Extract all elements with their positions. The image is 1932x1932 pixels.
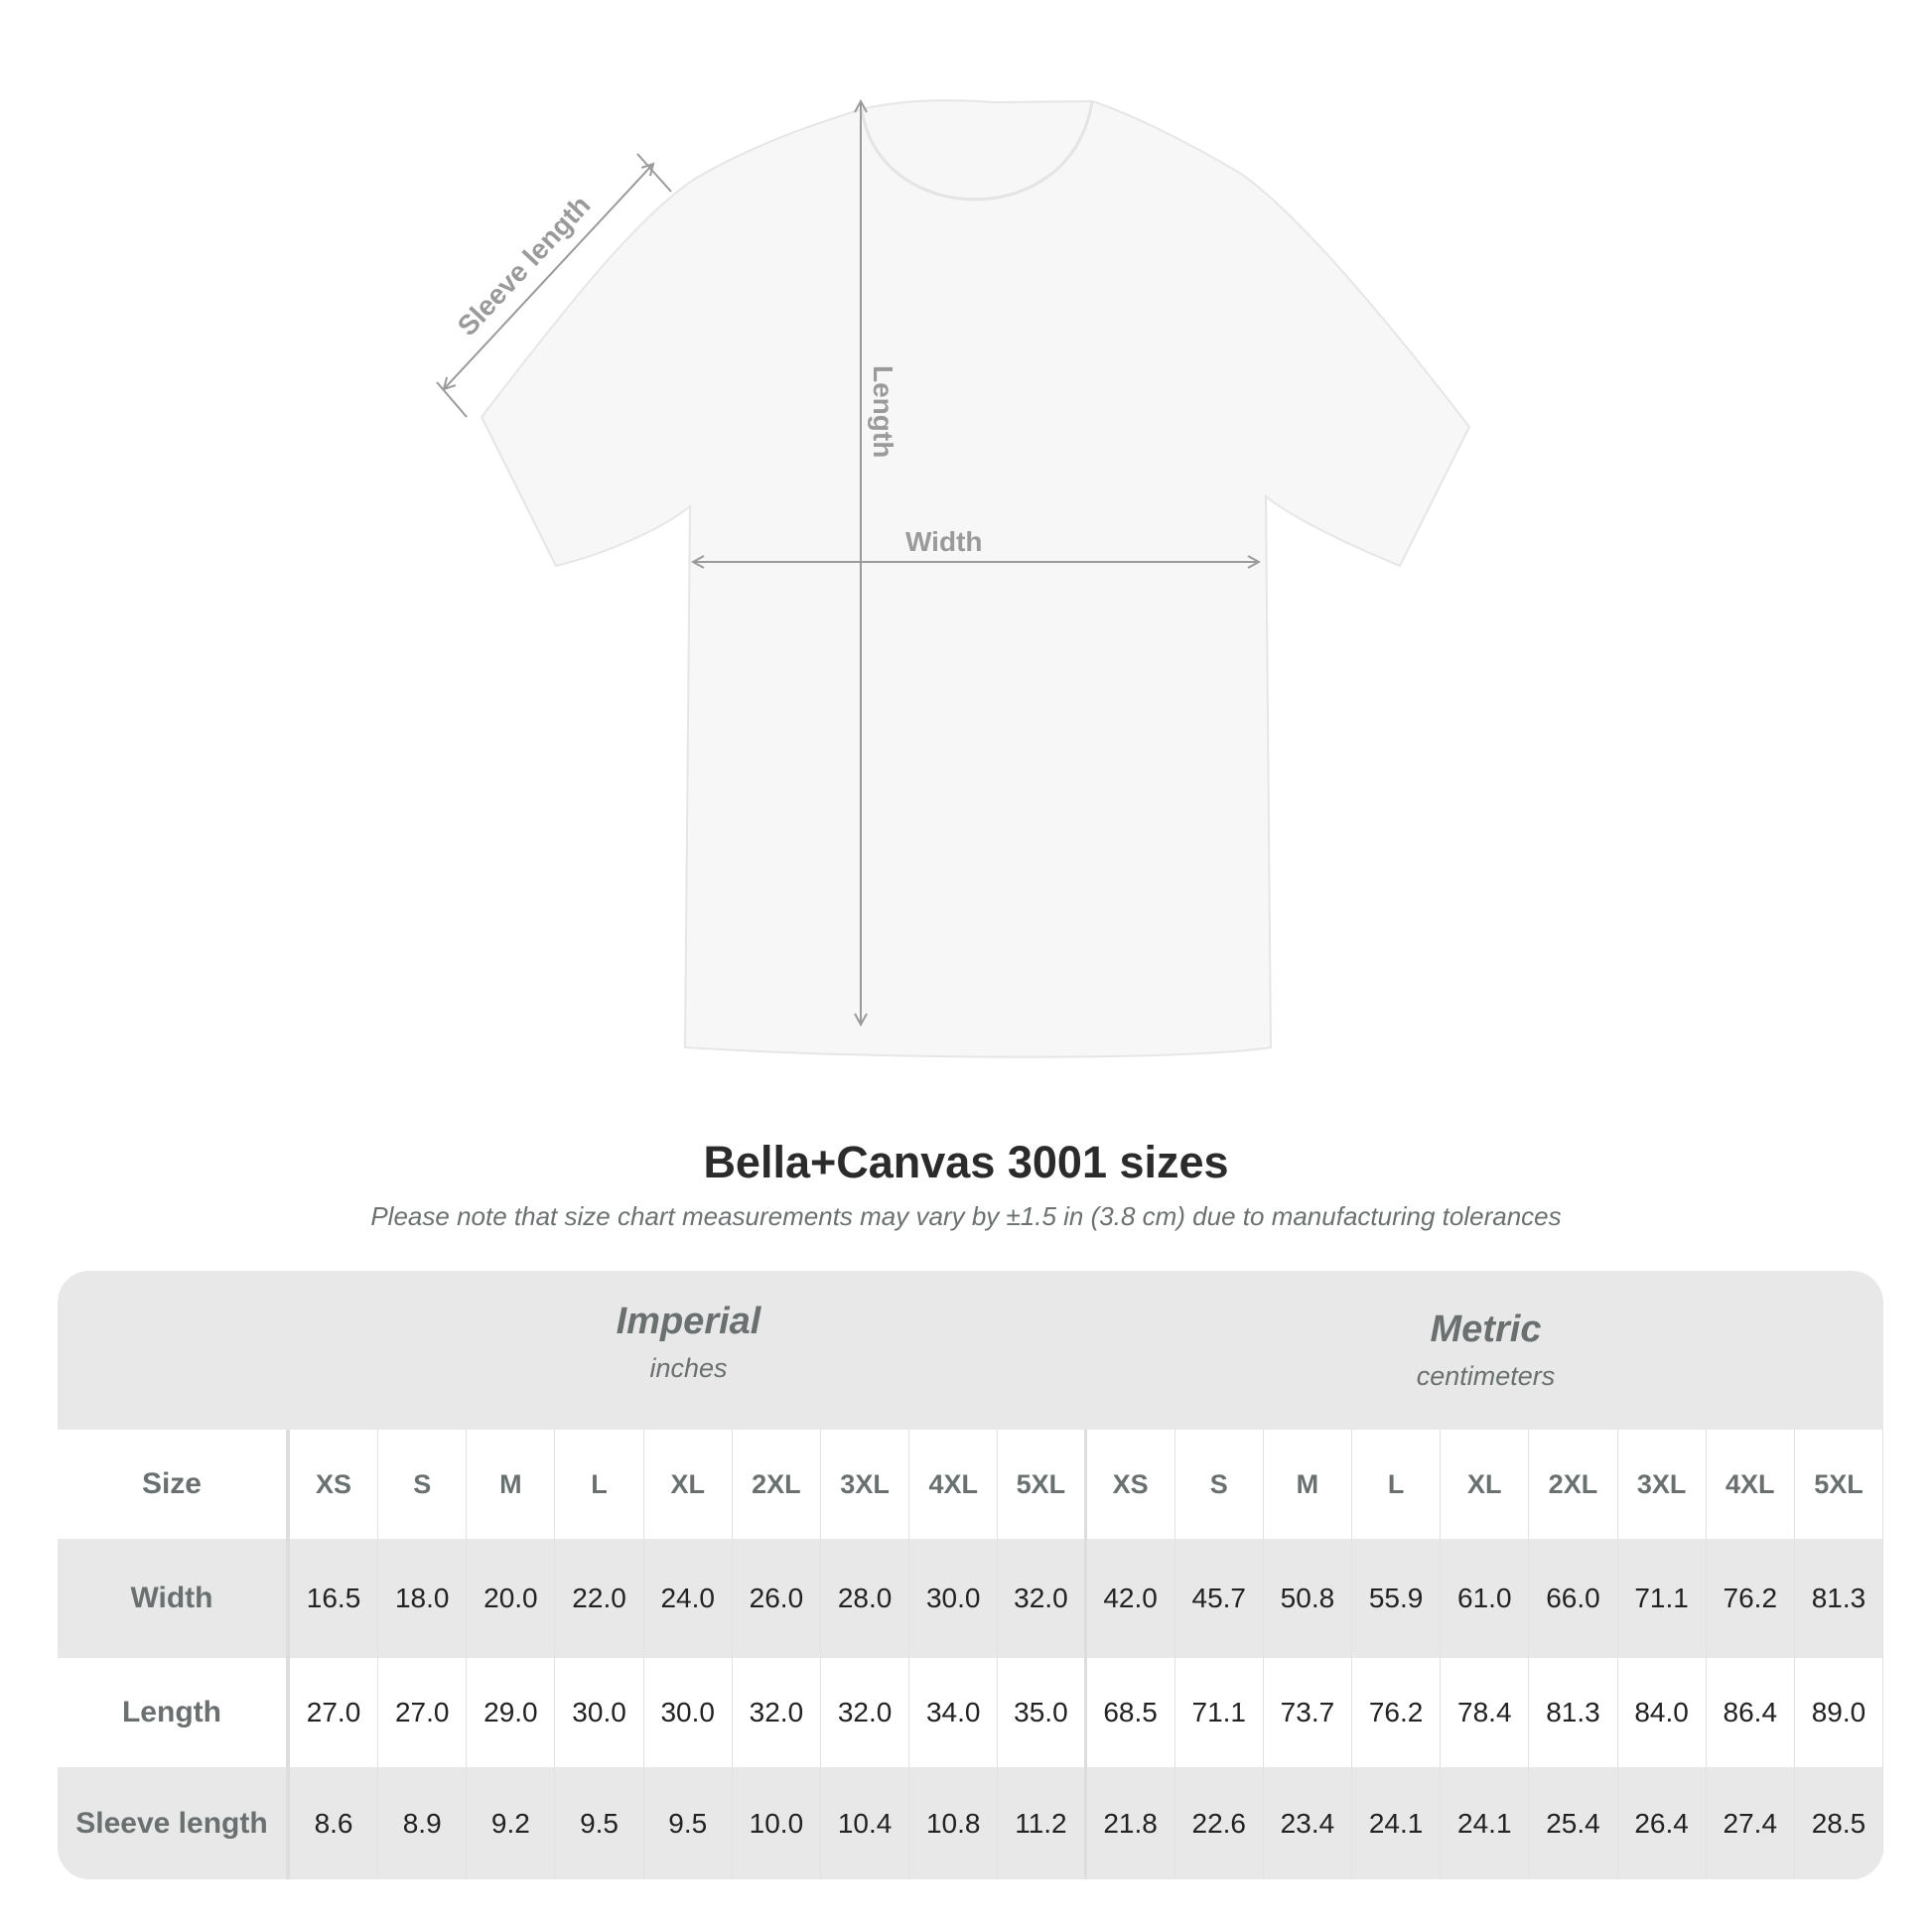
imperial-value-cell: 29.0 bbox=[467, 1658, 556, 1767]
imperial-value-cell: 24.0 bbox=[644, 1539, 733, 1658]
metric-value-cell: 68.5 bbox=[1087, 1658, 1175, 1767]
imperial-value-cell: 30.0 bbox=[555, 1658, 644, 1767]
imperial-value-cell: 9.2 bbox=[467, 1767, 556, 1879]
metric-size-header: M bbox=[1264, 1430, 1353, 1539]
metric-value-cell: 71.1 bbox=[1175, 1658, 1264, 1767]
row-label: Width bbox=[58, 1539, 290, 1658]
imperial-value-cell: 8.9 bbox=[378, 1767, 468, 1879]
imperial-group-header: Imperial inches bbox=[290, 1301, 1087, 1384]
imperial-value-cell: 9.5 bbox=[644, 1767, 733, 1879]
metric-value-cell: 42.0 bbox=[1087, 1539, 1175, 1658]
chart-subtitle: Please note that size chart measurements… bbox=[370, 1201, 1562, 1231]
metric-value-cell: 26.4 bbox=[1618, 1767, 1707, 1879]
imperial-size-header: XL bbox=[644, 1430, 733, 1539]
imperial-unit: inches bbox=[649, 1353, 728, 1383]
imperial-size-header: 2XL bbox=[733, 1430, 821, 1539]
imperial-value-cell: 11.2 bbox=[998, 1767, 1087, 1879]
metric-value-cell: 27.4 bbox=[1707, 1767, 1795, 1879]
metric-unit: centimeters bbox=[1416, 1361, 1556, 1391]
metric-value-cell: 81.3 bbox=[1529, 1658, 1618, 1767]
imperial-size-header: 3XL bbox=[821, 1430, 910, 1539]
table-row: Sleeve length 8.6 8.9 9.2 9.5 9.5 10.0 10.4 10.8… bbox=[58, 1767, 1883, 1879]
metric-value-cell: 71.1 bbox=[1618, 1539, 1707, 1658]
metric-value-cell: 28.5 bbox=[1795, 1767, 1883, 1879]
imperial-value-cell: 10.0 bbox=[733, 1767, 821, 1879]
metric-size-header: L bbox=[1352, 1430, 1442, 1539]
imperial-size-header: 4XL bbox=[909, 1430, 999, 1539]
imperial-value-cell: 10.8 bbox=[909, 1767, 999, 1879]
metric-value-cell: 78.4 bbox=[1441, 1658, 1530, 1767]
imperial-title: Imperial bbox=[616, 1301, 761, 1342]
table-row: Width 16.5 18.0 20.0 22.0 24.0 26.0 28.0 30.0 32.… bbox=[58, 1539, 1883, 1658]
metric-size-header: XL bbox=[1441, 1430, 1530, 1539]
metric-value-cell: 23.4 bbox=[1264, 1767, 1353, 1879]
imperial-value-cell: 20.0 bbox=[467, 1539, 556, 1658]
metric-value-cell: 76.2 bbox=[1707, 1539, 1795, 1658]
metric-size-header: 4XL bbox=[1707, 1430, 1795, 1539]
imperial-value-cell: 22.0 bbox=[555, 1539, 644, 1658]
tshirt-shape bbox=[480, 99, 1471, 1058]
imperial-value-cell: 26.0 bbox=[733, 1539, 821, 1658]
chart-title: Bella+Canvas 3001 sizes bbox=[703, 1137, 1229, 1187]
imperial-value-cell: 30.0 bbox=[909, 1539, 999, 1658]
metric-value-cell: 61.0 bbox=[1441, 1539, 1530, 1658]
unit-header-band bbox=[58, 1271, 1883, 1430]
metric-size-header: S bbox=[1175, 1430, 1264, 1539]
metric-value-cell: 50.8 bbox=[1264, 1539, 1353, 1658]
imperial-value-cell: 27.0 bbox=[290, 1658, 379, 1767]
row-label: Size bbox=[58, 1430, 290, 1539]
metric-value-cell: 24.1 bbox=[1352, 1767, 1442, 1879]
table-row: Length 27.0 27.0 29.0 30.0 30.0 32.0 32.0 34.0 35… bbox=[58, 1658, 1883, 1767]
imperial-value-cell: 9.5 bbox=[555, 1767, 644, 1879]
imperial-value-cell: 32.0 bbox=[733, 1658, 821, 1767]
metric-group-header: Metric centimeters bbox=[1087, 1309, 1883, 1392]
tshirt-collar bbox=[860, 100, 1094, 202]
metric-value-cell: 66.0 bbox=[1529, 1539, 1618, 1658]
metric-value-cell: 89.0 bbox=[1795, 1658, 1883, 1767]
metric-value-cell: 55.9 bbox=[1352, 1539, 1442, 1658]
metric-value-cell: 24.1 bbox=[1441, 1767, 1530, 1879]
header-row: Size XS S M L XL 2XL 3XL 4XL 5XL XS S M L XL 2XL 3XL 4XL 5… bbox=[58, 1430, 1883, 1539]
imperial-value-cell: 30.0 bbox=[644, 1658, 733, 1767]
imperial-size-header: 5XL bbox=[998, 1430, 1087, 1539]
imperial-value-cell: 8.6 bbox=[290, 1767, 379, 1879]
row-label: Sleeve length bbox=[58, 1767, 290, 1879]
length-label: Length bbox=[868, 365, 898, 458]
width-label: Width bbox=[905, 526, 983, 557]
imperial-size-header: S bbox=[378, 1430, 468, 1539]
imperial-value-cell: 16.5 bbox=[290, 1539, 379, 1658]
imperial-value-cell: 35.0 bbox=[998, 1658, 1087, 1767]
imperial-value-cell: 18.0 bbox=[378, 1539, 468, 1658]
imperial-size-header: L bbox=[555, 1430, 644, 1539]
imperial-value-cell: 32.0 bbox=[998, 1539, 1087, 1658]
metric-size-header: 2XL bbox=[1529, 1430, 1618, 1539]
metric-value-cell: 73.7 bbox=[1264, 1658, 1353, 1767]
imperial-size-header: XS bbox=[290, 1430, 379, 1539]
metric-size-header: 3XL bbox=[1618, 1430, 1707, 1539]
metric-value-cell: 25.4 bbox=[1529, 1767, 1618, 1879]
metric-title: Metric bbox=[1430, 1309, 1542, 1350]
imperial-value-cell: 34.0 bbox=[909, 1658, 999, 1767]
imperial-value-cell: 10.4 bbox=[821, 1767, 910, 1879]
metric-value-cell: 84.0 bbox=[1618, 1658, 1707, 1767]
sleeve-length-arrow bbox=[444, 164, 653, 389]
metric-value-cell: 76.2 bbox=[1352, 1658, 1442, 1767]
row-label: Length bbox=[58, 1658, 290, 1767]
metric-value-cell: 45.7 bbox=[1175, 1539, 1264, 1658]
imperial-size-header: M bbox=[467, 1430, 556, 1539]
metric-value-cell: 86.4 bbox=[1707, 1658, 1795, 1767]
size-table: Imperial inches Metric centimeters Size X… bbox=[58, 1271, 1883, 1879]
metric-value-cell: 21.8 bbox=[1087, 1767, 1175, 1879]
imperial-value-cell: 32.0 bbox=[821, 1658, 910, 1767]
metric-size-header: XS bbox=[1087, 1430, 1175, 1539]
metric-value-cell: 81.3 bbox=[1795, 1539, 1883, 1658]
metric-size-header: 5XL bbox=[1795, 1430, 1883, 1539]
imperial-value-cell: 27.0 bbox=[378, 1658, 468, 1767]
metric-value-cell: 22.6 bbox=[1175, 1767, 1264, 1879]
tshirt-diagram: Sleeve length Length Width bbox=[436, 0, 1471, 1058]
imperial-value-cell: 28.0 bbox=[821, 1539, 910, 1658]
